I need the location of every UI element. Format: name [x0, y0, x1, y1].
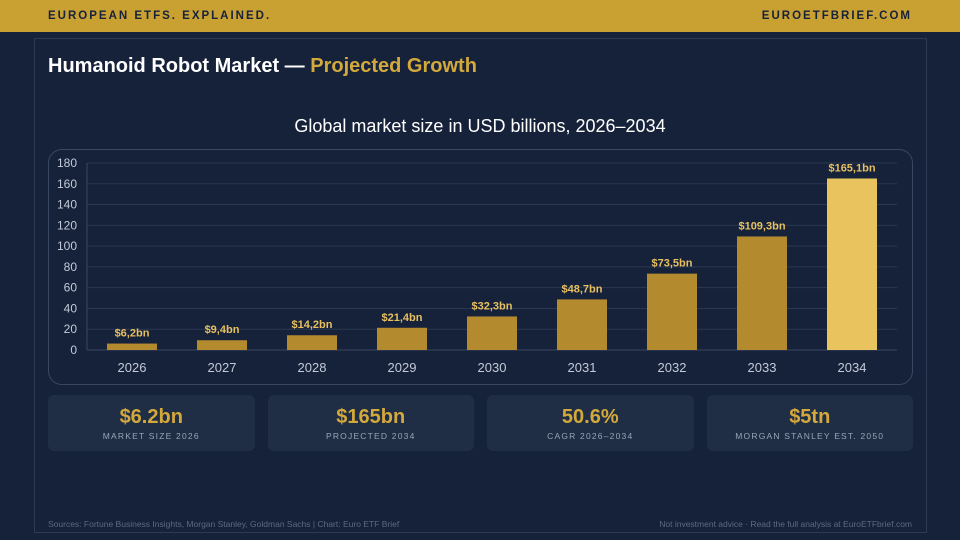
disclaimer-note: Not investment advice · Read the full an…	[659, 519, 912, 529]
chart-container	[48, 149, 913, 385]
y-tick-label: 160	[57, 177, 77, 191]
stat-value: $5tn	[789, 405, 831, 428]
stat-card-market-size: $6.2bn MARKET SIZE 2026	[48, 395, 255, 451]
chart-title: Global market size in USD billions, 2026…	[294, 116, 666, 136]
bar-2032	[647, 273, 697, 350]
bar-2030	[467, 316, 517, 350]
content-frame	[34, 38, 927, 533]
x-tick-label: 2033	[748, 360, 777, 375]
data-label: $21,4bn	[382, 312, 423, 324]
y-tick-label: 40	[64, 301, 78, 315]
bar-2029	[377, 327, 427, 350]
x-tick-label: 2031	[568, 360, 597, 375]
data-label: $73,5bn	[652, 258, 693, 270]
data-label: $165,1bn	[828, 162, 875, 174]
tagline: EUROPEAN ETFS. EXPLAINED.	[48, 10, 272, 22]
y-tick-label: 0	[70, 343, 77, 357]
stat-label: CAGR 2026–2034	[547, 430, 634, 441]
stats-row: $6.2bn MARKET SIZE 2026 $165bn PROJECTED…	[48, 395, 913, 451]
data-label: $109,3bn	[738, 220, 785, 232]
y-tick-label: 140	[57, 198, 77, 212]
stat-label: MORGAN STANLEY EST. 2050	[735, 430, 885, 441]
x-tick-label: 2030	[478, 360, 507, 375]
top-banner: EUROPEAN ETFS. EXPLAINED. EUROETFBRIEF.C…	[0, 0, 960, 32]
data-label: $6,2bn	[115, 328, 150, 340]
stat-card-projected: $165bn PROJECTED 2034	[267, 395, 474, 451]
y-tick-label: 100	[57, 239, 77, 253]
stat-value: 50.6%	[561, 405, 619, 428]
x-tick-label: 2032	[658, 360, 687, 375]
bar-2031	[557, 299, 607, 350]
y-tick-label: 20	[64, 322, 78, 336]
stat-card-cagr: 50.6% CAGR 2026–2034	[487, 395, 694, 451]
bar-2034	[827, 178, 877, 350]
stat-label: PROJECTED 2034	[325, 430, 416, 441]
data-label: $14,2bn	[292, 319, 333, 331]
x-tick-label: 2029	[388, 360, 417, 375]
bar-2026	[107, 343, 157, 350]
data-label: $48,7bn	[562, 283, 603, 295]
x-tick-label: 2028	[298, 360, 327, 375]
page-title: Humanoid Robot Market — Projected Growth	[48, 55, 477, 78]
y-tick-label: 60	[64, 281, 78, 295]
sources-note: Sources: Fortune Business Insights, Morg…	[48, 519, 400, 529]
y-tick-label: 80	[64, 260, 78, 274]
x-tick-label: 2026	[118, 360, 147, 375]
data-label: $32,3bn	[472, 300, 513, 312]
x-tick-label: 2034	[838, 360, 867, 375]
stat-value: $6.2bn	[119, 405, 183, 428]
bar-2033	[737, 236, 787, 350]
x-tick-label: 2027	[208, 360, 237, 375]
y-tick-label: 120	[57, 218, 77, 232]
data-label: $9,4bn	[205, 324, 240, 336]
title-main: Humanoid Robot Market —	[48, 55, 311, 77]
stat-label: MARKET SIZE 2026	[102, 430, 200, 441]
y-tick-label: 180	[57, 156, 77, 170]
stat-value: $165bn	[336, 405, 406, 428]
title-accent: Projected Growth	[310, 55, 477, 77]
bar-2027	[197, 340, 247, 350]
bar-2028	[287, 335, 337, 350]
stat-card-estimate-2050: $5tn MORGAN STANLEY EST. 2050	[706, 395, 913, 451]
site-link[interactable]: EUROETFBRIEF.COM	[761, 10, 912, 22]
